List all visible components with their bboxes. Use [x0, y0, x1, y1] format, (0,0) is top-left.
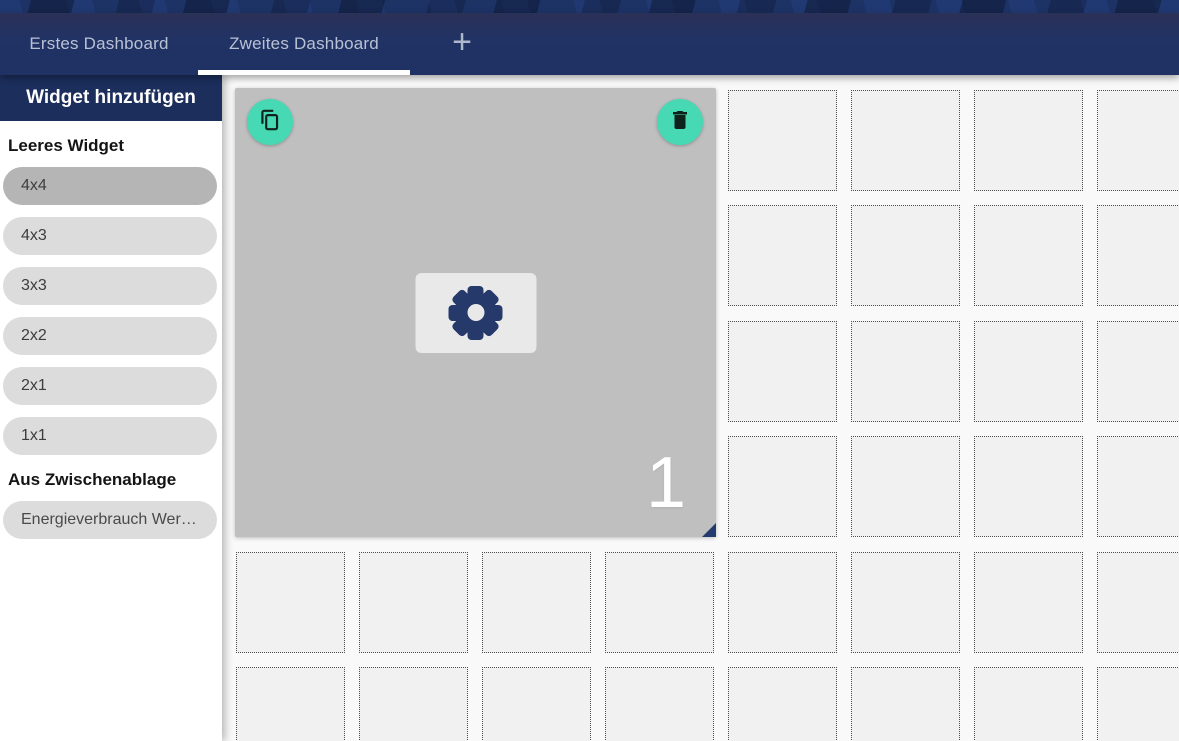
- grid-cell: [1097, 436, 1179, 537]
- grid-cell: [482, 667, 591, 741]
- section-title-aus-zwischenablage: Aus Zwischenablage: [8, 470, 177, 489]
- grid-cell: [359, 552, 468, 653]
- grid-cell: [851, 552, 960, 653]
- copy-widget-button[interactable]: [247, 99, 293, 145]
- grid-cell: [974, 552, 1083, 653]
- size-pill-4x4[interactable]: 4x4: [3, 167, 217, 205]
- copy-icon: [257, 107, 283, 138]
- delete-widget-button[interactable]: [657, 99, 703, 145]
- grid-cell: [482, 552, 591, 653]
- grid-cell: [851, 205, 960, 306]
- plus-icon: +: [452, 23, 472, 61]
- grid-cell: [605, 667, 714, 741]
- gear-icon: [448, 285, 503, 340]
- grid-cell: [236, 667, 345, 741]
- widget-palette-sidebar: Widget hinzufügen Leeres Widget 4x4 4x3 …: [0, 75, 222, 741]
- grid-cell: [728, 667, 837, 741]
- grid-cell: [728, 205, 837, 306]
- grid-cell: [605, 552, 714, 653]
- resize-handle[interactable]: [702, 523, 716, 537]
- size-pill-2x1[interactable]: 2x1: [3, 367, 217, 405]
- size-pill-4x3[interactable]: 4x3: [3, 217, 217, 255]
- grid-cell: [1097, 667, 1179, 741]
- size-pill-2x2[interactable]: 2x2: [3, 317, 217, 355]
- size-pill-1x1[interactable]: 1x1: [3, 417, 217, 455]
- sidebar-header: Widget hinzufügen: [0, 75, 222, 121]
- grid-cell: [851, 90, 960, 191]
- grid-cell: [851, 436, 960, 537]
- top-banner: [0, 0, 1179, 13]
- grid-cell: [728, 436, 837, 537]
- grid-cell: [974, 205, 1083, 306]
- clipboard-pill-energieverbrauch[interactable]: Energieverbrauch Wer…: [3, 501, 217, 539]
- grid-cell: [974, 667, 1083, 741]
- tab-zweites-dashboard[interactable]: Zweites Dashboard: [198, 13, 410, 75]
- main-layout: Widget hinzufügen Leeres Widget 4x4 4x3 …: [0, 75, 1179, 741]
- section-title-leeres-widget: Leeres Widget: [8, 136, 125, 155]
- widget-settings-panel: [415, 272, 536, 353]
- trash-icon: [668, 108, 692, 137]
- grid-cell: [974, 436, 1083, 537]
- grid-cell: [359, 667, 468, 741]
- dashboard-grid: 1: [222, 75, 1179, 741]
- grid-cell: [974, 321, 1083, 422]
- tab-erstes-dashboard[interactable]: Erstes Dashboard: [29, 34, 169, 53]
- grid-cell: [851, 321, 960, 422]
- grid-cell: [728, 90, 837, 191]
- grid-cell: [974, 90, 1083, 191]
- widget-number: 1: [645, 443, 686, 523]
- size-pill-3x3[interactable]: 3x3: [3, 267, 217, 305]
- grid-cell: [851, 667, 960, 741]
- grid-cell: [1097, 205, 1179, 306]
- dashboard-widget[interactable]: 1: [235, 88, 716, 537]
- grid-cell: [1097, 321, 1179, 422]
- dashboard-tab-bar: Erstes Dashboard Zweites Dashboard +: [0, 13, 1179, 75]
- grid-cell: [1097, 90, 1179, 191]
- grid-cell: [1097, 552, 1179, 653]
- grid-cell: [728, 321, 837, 422]
- grid-cell: [728, 552, 837, 653]
- grid-cell: [236, 552, 345, 653]
- add-dashboard-button[interactable]: +: [410, 13, 514, 75]
